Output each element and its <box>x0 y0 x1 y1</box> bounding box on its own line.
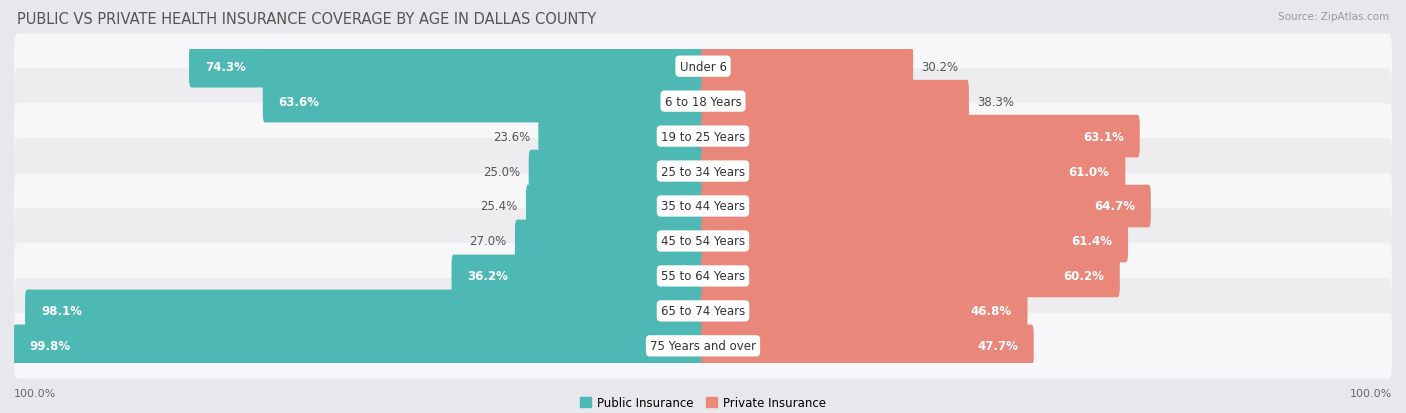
FancyBboxPatch shape <box>263 81 704 123</box>
Text: 99.8%: 99.8% <box>30 339 70 352</box>
Text: 23.6%: 23.6% <box>494 130 530 143</box>
Text: 55 to 64 Years: 55 to 64 Years <box>661 270 745 283</box>
Text: 64.7%: 64.7% <box>1094 200 1135 213</box>
Text: 75 Years and over: 75 Years and over <box>650 339 756 352</box>
Text: 100.0%: 100.0% <box>14 388 56 398</box>
Text: 61.4%: 61.4% <box>1071 235 1112 248</box>
FancyBboxPatch shape <box>14 313 1392 379</box>
FancyBboxPatch shape <box>14 34 1392 100</box>
FancyBboxPatch shape <box>702 185 1152 228</box>
Text: 6 to 18 Years: 6 to 18 Years <box>665 95 741 108</box>
FancyBboxPatch shape <box>515 220 704 263</box>
Text: 60.2%: 60.2% <box>1063 270 1104 283</box>
Text: 25.0%: 25.0% <box>484 165 520 178</box>
Text: 25.4%: 25.4% <box>481 200 517 213</box>
Text: 74.3%: 74.3% <box>205 61 246 74</box>
Text: 38.3%: 38.3% <box>977 95 1014 108</box>
Text: 63.6%: 63.6% <box>278 95 319 108</box>
Text: 25 to 34 Years: 25 to 34 Years <box>661 165 745 178</box>
FancyBboxPatch shape <box>451 255 704 297</box>
Text: 35 to 44 Years: 35 to 44 Years <box>661 200 745 213</box>
FancyBboxPatch shape <box>702 46 912 88</box>
FancyBboxPatch shape <box>529 150 704 193</box>
FancyBboxPatch shape <box>14 69 1392 135</box>
FancyBboxPatch shape <box>702 81 969 123</box>
FancyBboxPatch shape <box>538 116 704 158</box>
FancyBboxPatch shape <box>14 209 1392 274</box>
FancyBboxPatch shape <box>14 325 704 367</box>
Text: 46.8%: 46.8% <box>970 305 1012 318</box>
Text: 36.2%: 36.2% <box>467 270 508 283</box>
Text: 65 to 74 Years: 65 to 74 Years <box>661 305 745 318</box>
FancyBboxPatch shape <box>25 290 704 332</box>
FancyBboxPatch shape <box>702 325 1033 367</box>
Text: 47.7%: 47.7% <box>977 339 1018 352</box>
Legend: Public Insurance, Private Insurance: Public Insurance, Private Insurance <box>575 392 831 413</box>
FancyBboxPatch shape <box>702 255 1119 297</box>
Text: 98.1%: 98.1% <box>41 305 82 318</box>
Text: 30.2%: 30.2% <box>921 61 959 74</box>
Text: 100.0%: 100.0% <box>1350 388 1392 398</box>
FancyBboxPatch shape <box>188 46 704 88</box>
FancyBboxPatch shape <box>14 139 1392 204</box>
Text: 27.0%: 27.0% <box>470 235 506 248</box>
Text: Under 6: Under 6 <box>679 61 727 74</box>
FancyBboxPatch shape <box>702 220 1128 263</box>
FancyBboxPatch shape <box>14 104 1392 169</box>
FancyBboxPatch shape <box>702 116 1140 158</box>
Text: PUBLIC VS PRIVATE HEALTH INSURANCE COVERAGE BY AGE IN DALLAS COUNTY: PUBLIC VS PRIVATE HEALTH INSURANCE COVER… <box>17 12 596 27</box>
FancyBboxPatch shape <box>526 185 704 228</box>
Text: Source: ZipAtlas.com: Source: ZipAtlas.com <box>1278 12 1389 22</box>
Text: 19 to 25 Years: 19 to 25 Years <box>661 130 745 143</box>
FancyBboxPatch shape <box>702 150 1125 193</box>
FancyBboxPatch shape <box>702 290 1028 332</box>
Text: 45 to 54 Years: 45 to 54 Years <box>661 235 745 248</box>
FancyBboxPatch shape <box>14 278 1392 344</box>
FancyBboxPatch shape <box>14 244 1392 309</box>
Text: 63.1%: 63.1% <box>1083 130 1123 143</box>
Text: 61.0%: 61.0% <box>1069 165 1109 178</box>
FancyBboxPatch shape <box>14 174 1392 239</box>
